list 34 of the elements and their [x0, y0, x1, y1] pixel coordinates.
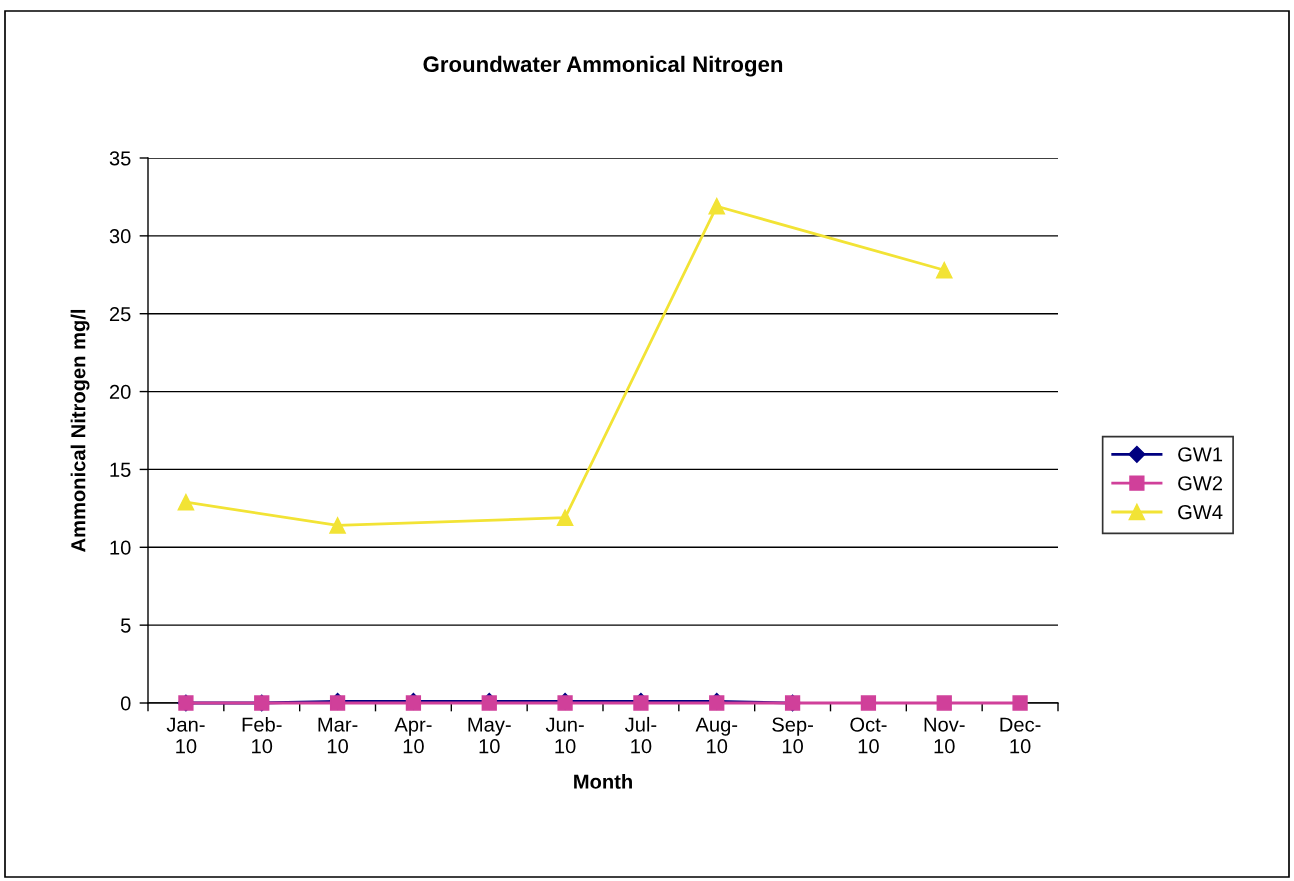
- x-tick-label: Jul-10: [625, 716, 657, 754]
- x-tick-label: May-10: [468, 717, 511, 754]
- point: [708, 197, 726, 215]
- point: [1012, 695, 1028, 711]
- y-tick-label: 5: [120, 618, 131, 633]
- x-tick-label: Jun-10: [545, 717, 584, 754]
- chart-title: Groundwater Ammonical Nitrogen: [423, 55, 783, 77]
- y-tick-label: 35: [109, 151, 131, 166]
- point: [177, 493, 195, 511]
- x-tick-label: Jan-10: [166, 717, 205, 754]
- x-axis-title: Month: [574, 774, 632, 789]
- legend-label: GW4: [1178, 504, 1223, 520]
- y-tick-label: 15: [110, 462, 131, 477]
- point: [860, 695, 877, 711]
- legend-label: GW2: [1178, 476, 1223, 491]
- x-tick-label: Mar-10: [318, 717, 358, 754]
- x-tick-label: Nov-10: [924, 717, 965, 754]
- y-tick-label: 10: [110, 540, 131, 555]
- legend-label: GW1: [1178, 447, 1223, 462]
- y-tick-label: 20: [109, 384, 131, 400]
- x-tick-label: Feb-10: [242, 716, 282, 754]
- y-tick-label: 30: [109, 229, 131, 244]
- y-axis-title: Ammonical Nitrogen mg/l: [70, 309, 90, 552]
- x-tick-label: Oct-10: [850, 717, 887, 754]
- point: [329, 517, 346, 534]
- point: [556, 509, 574, 527]
- x-tick-label: Dec-10: [1000, 717, 1041, 754]
- y-tick-label: 0: [120, 696, 131, 711]
- x-tick-label: Apr-10: [394, 717, 432, 754]
- point: [935, 261, 953, 279]
- point: [936, 695, 952, 711]
- x-tick-label: Aug-10: [695, 717, 738, 754]
- x-tick-label: Sep-10: [772, 717, 813, 754]
- y-tick-label: 25: [109, 306, 131, 322]
